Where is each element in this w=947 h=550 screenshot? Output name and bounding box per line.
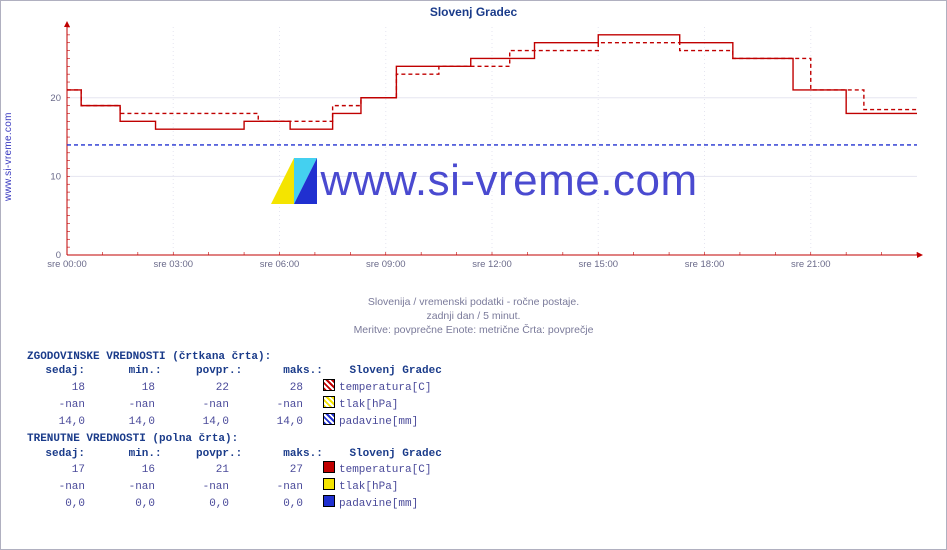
svg-text:sre 21:00: sre 21:00 <box>791 259 831 270</box>
table-row: 14,014,014,014,0padavine[mm] <box>27 413 938 430</box>
series-label: padavine[mm] <box>339 498 418 510</box>
current-header-row: sedaj min povpr maks Slovenj Gradec <box>27 447 938 462</box>
svg-text:sre 18:00: sre 18:00 <box>685 259 725 270</box>
chart-subtitle: Slovenija / vremenski podatki - ročne po… <box>9 295 938 338</box>
chart-title: Slovenj Gradec <box>9 5 938 19</box>
chart-area: 01020sre 00:00sre 03:00sre 06:00sre 09:0… <box>39 21 930 291</box>
legend-swatch-icon <box>323 379 335 391</box>
legend-swatch-icon <box>323 461 335 473</box>
series-label: temperatura[C] <box>339 382 431 394</box>
source-label: www.si-vreme.com <box>3 112 14 201</box>
series-label: tlak[hPa] <box>339 399 398 411</box>
chart-svg: 01020sre 00:00sre 03:00sre 06:00sre 09:0… <box>39 21 929 271</box>
historical-heading: ZGODOVINSKE VREDNOSTI (črtkana črta): <box>27 350 938 365</box>
svg-text:10: 10 <box>50 171 61 182</box>
legend-swatch-icon <box>323 495 335 507</box>
table-row: 18182228temperatura[C] <box>27 379 938 396</box>
subtitle-line-1: Slovenija / vremenski podatki - ročne po… <box>9 295 938 309</box>
table-row: 17162127temperatura[C] <box>27 461 938 478</box>
legend-swatch-icon <box>323 396 335 408</box>
current-heading: TRENUTNE VREDNOSTI (polna črta): <box>27 432 938 447</box>
data-tables: ZGODOVINSKE VREDNOSTI (črtkana črta): se… <box>27 350 938 512</box>
series-label: temperatura[C] <box>339 464 431 476</box>
svg-text:sre 09:00: sre 09:00 <box>366 259 406 270</box>
table-row: 0,00,00,00,0padavine[mm] <box>27 495 938 512</box>
subtitle-line-2: zadnji dan / 5 minut. <box>9 309 938 323</box>
svg-text:sre 15:00: sre 15:00 <box>578 259 618 270</box>
historical-header-row: sedaj min povpr maks Slovenj Gradec <box>27 364 938 379</box>
svg-text:sre 12:00: sre 12:00 <box>472 259 512 270</box>
svg-text:sre 06:00: sre 06:00 <box>260 259 300 270</box>
svg-text:20: 20 <box>50 93 61 104</box>
series-label: tlak[hPa] <box>339 481 398 493</box>
legend-swatch-icon <box>323 478 335 490</box>
chart-frame: www.si-vreme.com Slovenj Gradec 01020sre… <box>0 0 947 550</box>
svg-text:sre 00:00: sre 00:00 <box>47 259 87 270</box>
table-row: -nan-nan-nan-nantlak[hPa] <box>27 478 938 495</box>
legend-swatch-icon <box>323 413 335 425</box>
table-row: -nan-nan-nan-nantlak[hPa] <box>27 396 938 413</box>
series-label: padavine[mm] <box>339 416 418 428</box>
svg-text:sre 03:00: sre 03:00 <box>153 259 193 270</box>
subtitle-line-3: Meritve: povprečne Enote: metrične Črta:… <box>9 323 938 337</box>
